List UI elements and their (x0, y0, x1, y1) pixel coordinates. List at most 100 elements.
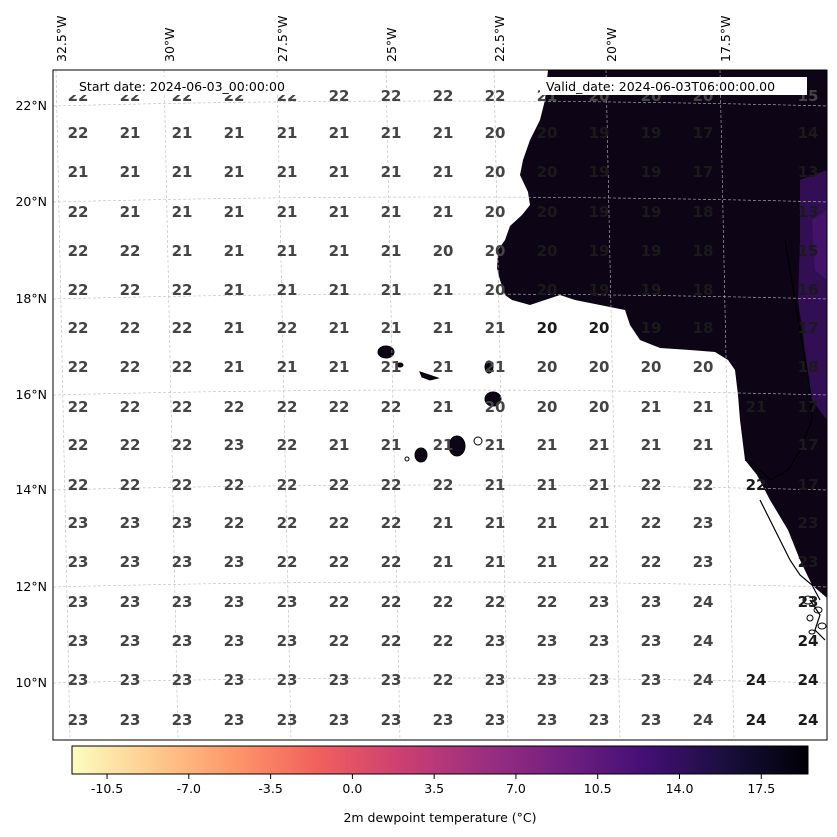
grid-value-label: 23 (172, 671, 193, 689)
grid-value-label: 20 (537, 124, 558, 142)
grid-value-label: 22 (381, 514, 402, 532)
grid-value-label: 21 (433, 436, 454, 454)
colorbar-bar (71, 745, 809, 775)
cape-verde-island-santo-antao (377, 345, 395, 359)
grid-value-label: 21 (485, 553, 506, 571)
grid-value-label: 22 (120, 242, 141, 260)
grid-value-label: 22 (68, 124, 89, 142)
grid-value-label: 22 (381, 593, 402, 611)
longitude-labels: 32.5°W 30°W 27.5°W 25°W 22.5°W 20°W 17.5°W (54, 16, 733, 62)
grid-value-label: 21 (381, 242, 402, 260)
grid-value-label: 22 (120, 281, 141, 299)
grid-value-label: 21 (277, 163, 298, 181)
grid-value-label: 22 (277, 553, 298, 571)
grid-value-label: 22 (485, 593, 506, 611)
colorbar: -10.5 -7.0 -3.5 0.0 3.5 7.0 10.5 14.0 17.5 2m de… (71, 745, 809, 825)
grid-value-label: 22 (537, 593, 558, 611)
grid-value-label: 21 (433, 203, 454, 221)
grid-value-label: 22 (277, 319, 298, 337)
longitude-label: 17.5°W (718, 16, 733, 62)
grid-value-label: 23 (537, 632, 558, 650)
grid-value-label: 21 (433, 319, 454, 337)
grid-value-label: 23 (641, 632, 662, 650)
grid-value-label: 13 (798, 203, 819, 221)
grid-value-label: 23 (120, 671, 141, 689)
grid-value-label: 22 (224, 398, 245, 416)
grid-value-label: 23 (68, 593, 89, 611)
grid-value-label: 21 (381, 163, 402, 181)
grid-value-label: 22 (641, 553, 662, 571)
grid-value-label: 22 (433, 593, 454, 611)
grid-value-label: 22 (381, 632, 402, 650)
grid-value-label: 22 (329, 398, 350, 416)
grid-value-label: 20 (485, 203, 506, 221)
meridian-gridline (385, 70, 401, 740)
grid-value-label: 19 (641, 281, 662, 299)
grid-value-label: 23 (172, 593, 193, 611)
grid-value-label: 23 (277, 632, 298, 650)
grid-value-label: 23 (68, 671, 89, 689)
longitude-label: 22.5°W (492, 16, 507, 62)
grid-value-label: 22 (381, 398, 402, 416)
grid-value-label: 17 (798, 436, 819, 454)
map-frame (52, 69, 828, 741)
grid-value-label: 21 (224, 203, 245, 221)
grid-value-label: 22 (172, 436, 193, 454)
grid-value-label: 19 (589, 124, 610, 142)
grid-value-label: 21 (589, 514, 610, 532)
grid-value-label: 21 (224, 163, 245, 181)
grid-value-label: 24 (746, 671, 767, 689)
colorbar-tick-label: -7.0 (177, 781, 201, 796)
grid-value-label: 21 (277, 242, 298, 260)
grid-value-label: 23 (433, 711, 454, 729)
grid-value-label: 21 (433, 124, 454, 142)
grid-value-label: 17 (798, 319, 819, 337)
grid-value-label: 21 (172, 163, 193, 181)
grid-value-label: 24 (798, 671, 819, 689)
grid-value-label: 19 (589, 163, 610, 181)
grid-value-label: 21 (381, 203, 402, 221)
grid-value-label: 20 (537, 358, 558, 376)
map-gridlines (53, 70, 827, 740)
grid-value-label: 21 (329, 281, 350, 299)
grid-value-label: 21 (120, 203, 141, 221)
grid-value-label: 23 (641, 593, 662, 611)
parallel-gridline (53, 100, 827, 107)
grid-value-label: 22 (329, 553, 350, 571)
grid-value-label: 21 (381, 436, 402, 454)
grid-value-label: 22 (68, 476, 89, 494)
grid-value-label: 19 (641, 163, 662, 181)
grid-value-label: 21 (537, 436, 558, 454)
grid-value-label: 21 (277, 124, 298, 142)
grid-value-label: 24 (693, 671, 714, 689)
grid-value-label: 21 (329, 163, 350, 181)
grid-value-label: 21 (224, 358, 245, 376)
grid-value-label: 21 (120, 124, 141, 142)
latitude-label: 20°N (15, 194, 47, 209)
grid-value-label: 22 (172, 398, 193, 416)
grid-value-label: 23 (798, 514, 819, 532)
grid-value-label: 17 (798, 398, 819, 416)
grid-value-label: 21 (537, 553, 558, 571)
latitude-labels: 22°N 20°N 18°N 16°N 14°N 12°N 10°N (15, 98, 47, 690)
grid-value-label: 22 (746, 476, 767, 494)
grid-value-label: 20 (433, 242, 454, 260)
colorbar-tick-label: 3.5 (424, 781, 444, 796)
grid-value-label: 21 (693, 398, 714, 416)
grid-value-label: 20 (537, 398, 558, 416)
cape-verde-island-brava (404, 456, 410, 462)
grid-value-label: 21 (589, 436, 610, 454)
grid-value-label: 19 (589, 281, 610, 299)
valid-date-box: Valid_date: 2024-06-03T06:00:00.00 (540, 77, 807, 95)
grid-value-label: 23 (172, 632, 193, 650)
grid-value-label: 20 (485, 398, 506, 416)
grid-value-label: 21 (277, 203, 298, 221)
grid-value-label: 19 (641, 319, 662, 337)
grid-value-label: 21 (224, 319, 245, 337)
grid-value-label: 21 (485, 436, 506, 454)
grid-value-label: 20 (537, 281, 558, 299)
grid-value-label: 21 (433, 358, 454, 376)
grid-value-label: 21 (641, 398, 662, 416)
grid-value-label: 22 (68, 203, 89, 221)
latitude-label: 16°N (15, 387, 47, 402)
